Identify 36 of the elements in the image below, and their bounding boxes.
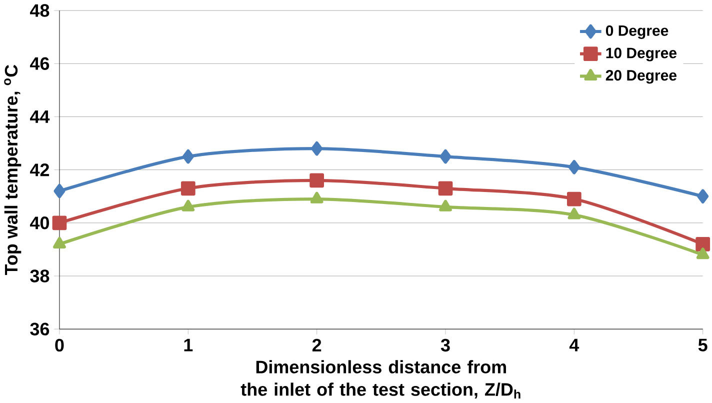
point bbox=[182, 149, 194, 164]
y-tick-label: 38 bbox=[30, 270, 50, 282]
point bbox=[438, 181, 453, 196]
point bbox=[182, 200, 195, 212]
legend-label: 20 Degree bbox=[606, 70, 676, 84]
y-tick-label: 44 bbox=[30, 110, 50, 124]
x-tick-label: 3 bbox=[440, 338, 450, 352]
point bbox=[568, 208, 581, 220]
y-axis-title: Top wall temperature, $^{o}$C bbox=[4, 65, 22, 276]
point bbox=[53, 237, 66, 249]
x-tick-label: 2 bbox=[312, 338, 322, 352]
point bbox=[439, 200, 452, 212]
y-tick-label: 42 bbox=[30, 164, 50, 176]
point bbox=[568, 160, 580, 174]
point bbox=[180, 181, 196, 196]
y-tick-label: 46 bbox=[30, 57, 50, 70]
point bbox=[54, 184, 66, 198]
x-tick-label: 4 bbox=[569, 338, 580, 352]
point bbox=[52, 216, 67, 230]
point bbox=[310, 192, 324, 204]
legend-label: 0 Degree bbox=[606, 25, 668, 40]
legend-label: 10 Degree bbox=[606, 48, 676, 62]
point bbox=[566, 192, 582, 206]
point bbox=[697, 189, 709, 204]
x-axis-title: Dimensionless distance from the inlet of the test section, Z/D$_{h}$ bbox=[240, 360, 520, 399]
x-tick-label: 5 bbox=[698, 338, 708, 352]
x-tick-label: 0 bbox=[55, 338, 64, 352]
y-tick-label: 48 bbox=[30, 4, 50, 18]
point bbox=[310, 173, 324, 188]
x-tick-label: 1 bbox=[184, 338, 193, 352]
point bbox=[311, 142, 323, 156]
point bbox=[696, 237, 710, 252]
point bbox=[440, 149, 452, 164]
point bbox=[696, 248, 710, 260]
y-tick-label: 40 bbox=[30, 216, 49, 230]
y-tick-label: 36 bbox=[30, 322, 50, 336]
